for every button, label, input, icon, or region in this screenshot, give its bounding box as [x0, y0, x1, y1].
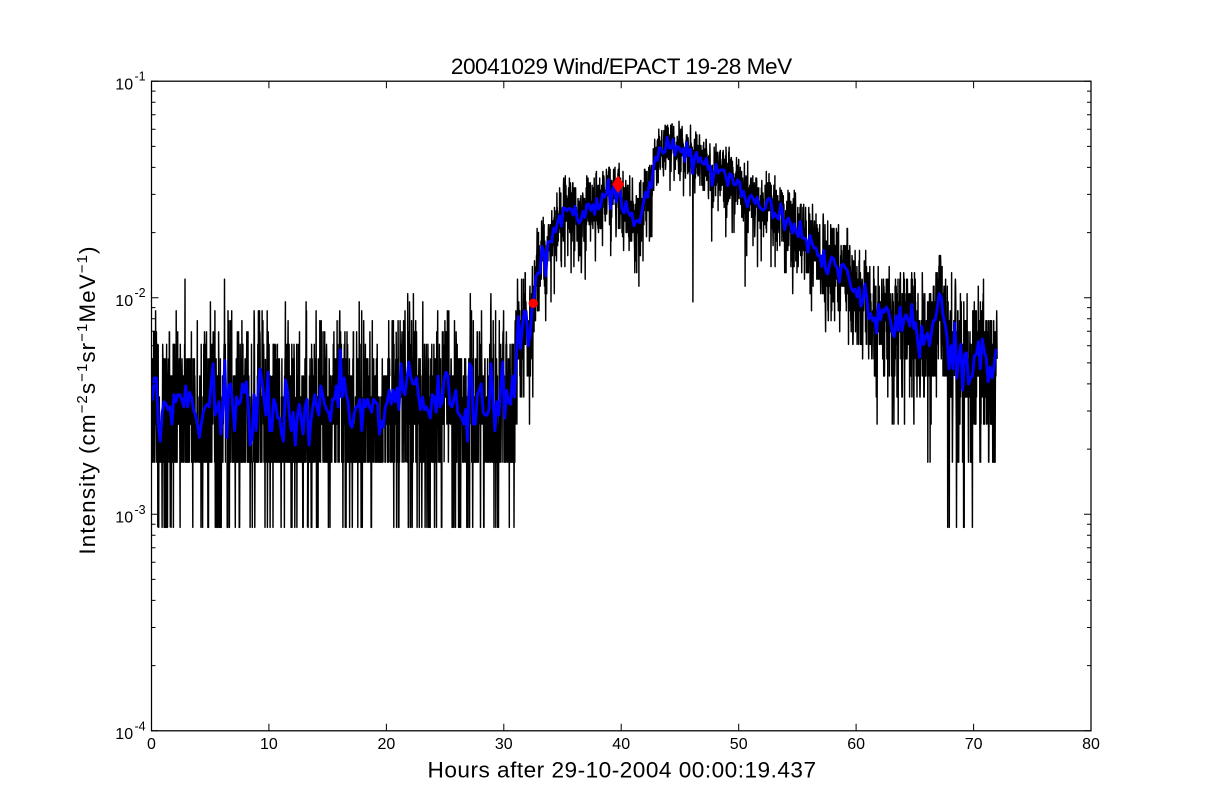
svg-text:0: 0	[147, 736, 156, 753]
svg-text:20041029 Wind/EPACT 19-28 MeV: 20041029 Wind/EPACT 19-28 MeV	[451, 54, 792, 79]
svg-text:10: 10	[115, 76, 133, 93]
svg-text:10: 10	[115, 726, 133, 743]
svg-text:60: 60	[847, 736, 865, 753]
svg-text:-2: -2	[135, 286, 146, 300]
svg-text:10: 10	[115, 293, 133, 310]
svg-text:-4: -4	[135, 719, 146, 733]
svg-text:40: 40	[612, 736, 630, 753]
svg-text:-3: -3	[135, 503, 146, 517]
svg-text:Hours after 29-10-2004 00:00:1: Hours after 29-10-2004 00:00:19.437	[428, 757, 817, 782]
svg-text:30: 30	[495, 736, 513, 753]
svg-text:70: 70	[965, 736, 983, 753]
svg-text:10: 10	[260, 736, 278, 753]
svg-text:-1: -1	[135, 70, 146, 84]
svg-text:50: 50	[730, 736, 748, 753]
svg-text:20: 20	[378, 736, 396, 753]
svg-text:10: 10	[115, 510, 133, 527]
svg-text:80: 80	[1082, 736, 1100, 753]
